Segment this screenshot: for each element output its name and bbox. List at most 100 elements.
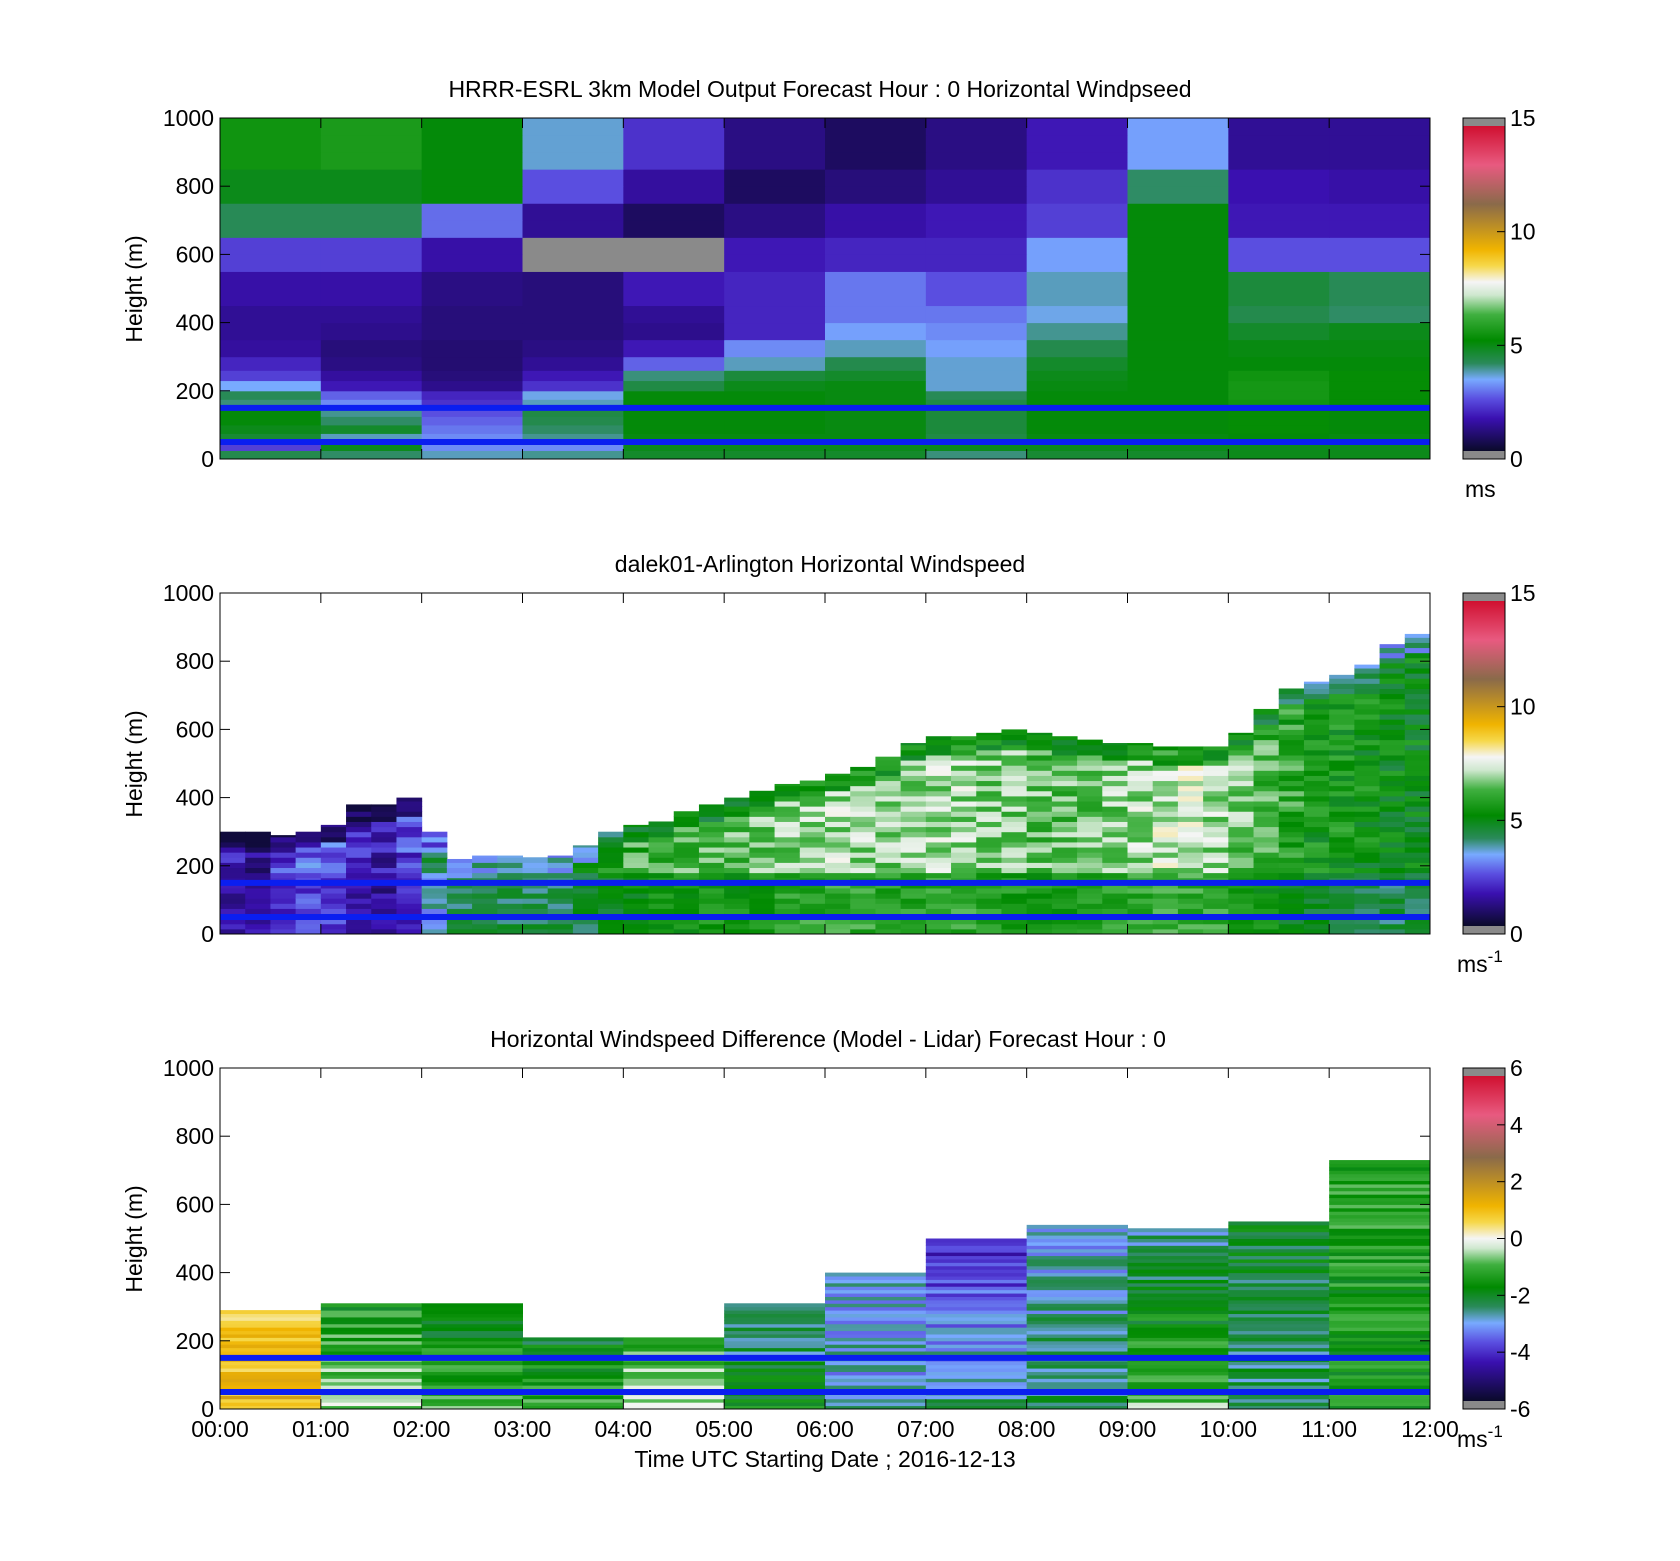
heatmap-cell [522, 441, 624, 451]
heatmap-cell [371, 893, 397, 899]
heatmap-cell [1404, 652, 1431, 659]
heatmap-cell [1077, 821, 1103, 828]
heatmap-cell [774, 821, 801, 828]
heatmap-cell [1077, 765, 1103, 771]
heatmap-cell [875, 857, 902, 863]
heatmap-cell [875, 801, 902, 807]
heatmap-cell [1001, 775, 1028, 782]
heatmap-cell [951, 760, 977, 766]
heatmap-cell [421, 1402, 523, 1407]
heatmap-cell [1026, 857, 1053, 863]
heatmap-cell [724, 152, 826, 170]
heatmap-cell [1228, 1248, 1330, 1253]
heatmap-cell [1228, 1395, 1330, 1400]
heatmap-cell [572, 898, 599, 904]
heatmap-cell [1303, 903, 1330, 909]
heatmap-cell [1228, 1238, 1330, 1243]
heatmap-cell [497, 862, 523, 869]
heatmap-cell [220, 867, 246, 874]
heatmap-cell [1329, 1371, 1431, 1376]
heatmap-cell [925, 1238, 1028, 1243]
heatmap-cell [1077, 760, 1103, 766]
heatmap-cell [421, 1313, 523, 1318]
heatmap-cell [320, 1323, 423, 1328]
colorbar-tick-label: -4 [1510, 1339, 1531, 1365]
heatmap-cell [623, 1344, 725, 1349]
colorbar-over [1463, 593, 1505, 601]
heatmap-cell [850, 766, 876, 771]
heatmap-cell [1379, 708, 1406, 715]
heatmap-cell [1253, 898, 1280, 904]
heatmap-cell [724, 918, 750, 925]
heatmap-cell [925, 775, 952, 782]
heatmap-cell [220, 1320, 322, 1325]
heatmap-cell [900, 867, 927, 874]
heatmap-cell [976, 739, 1002, 746]
heatmap-cell [1077, 826, 1103, 833]
heatmap-cell [1228, 1320, 1330, 1325]
heatmap-cell [421, 857, 448, 863]
heatmap-cell [1228, 1303, 1330, 1308]
heatmap-cell [951, 908, 977, 915]
heatmap-cell [673, 826, 700, 833]
heatmap-cell [799, 801, 826, 807]
heatmap-cell [1354, 688, 1381, 695]
y-tick-label: 0 [201, 921, 214, 947]
heatmap-cell [1051, 749, 1078, 756]
heatmap-cell [1001, 739, 1028, 746]
heatmap-cell [1329, 674, 1355, 679]
heatmap-cell [522, 887, 549, 894]
heatmap-cell [1026, 390, 1128, 400]
heatmap-cell [850, 795, 876, 802]
heatmap-cell [724, 893, 750, 899]
heatmap-cell [925, 821, 952, 828]
heatmap-cell [1354, 719, 1381, 725]
heatmap-cell [724, 852, 750, 858]
heatmap-cell [1228, 1258, 1330, 1263]
heatmap-cell [1228, 1347, 1330, 1352]
heatmap-cell [1177, 749, 1204, 756]
heatmap-cell [1051, 811, 1078, 817]
heatmap-cell [951, 780, 977, 787]
heatmap-cell [875, 811, 902, 817]
heatmap-cell [320, 1344, 423, 1349]
heatmap-cell [825, 811, 851, 817]
heatmap-cell [1026, 1371, 1128, 1376]
heatmap-cell [724, 826, 750, 833]
heatmap-cell [1404, 847, 1431, 853]
heatmap-cell [1026, 203, 1128, 221]
heatmap-cell [749, 928, 776, 935]
heatmap-cell [1001, 918, 1028, 925]
heatmap-cell [925, 1299, 1028, 1304]
heatmap-cell [1177, 898, 1204, 904]
heatmap-cell [1026, 770, 1053, 776]
heatmap-cell [925, 754, 952, 761]
heatmap-cell [1127, 118, 1229, 136]
heatmap-cell [900, 862, 927, 869]
heatmap-cell [1102, 749, 1128, 756]
heatmap-cell [623, 407, 725, 417]
heatmap-cell [623, 390, 725, 400]
heatmap-cell [220, 1340, 322, 1345]
heatmap-cell [1127, 1313, 1229, 1318]
heatmap-cell [1379, 724, 1406, 730]
heatmap-cell [346, 862, 372, 869]
heatmap-cell [220, 1333, 322, 1338]
heatmap-cell [1203, 801, 1229, 807]
heatmap-cell [220, 928, 246, 935]
heatmap-cell [1228, 433, 1330, 443]
heatmap-cell [320, 203, 423, 221]
heatmap-cell [1026, 1299, 1128, 1304]
heatmap-cell [623, 928, 650, 935]
heatmap-cell [1404, 642, 1431, 649]
heatmap-cell [320, 857, 347, 863]
heatmap-cell [925, 749, 952, 756]
heatmap-cell [623, 1364, 725, 1369]
heatmap-cell [1228, 1368, 1330, 1372]
heatmap-cell [1102, 821, 1128, 828]
heatmap-cell [421, 407, 523, 417]
heatmap-cell [1278, 836, 1305, 843]
heatmap-cell [598, 903, 624, 909]
heatmap-cell [724, 1398, 826, 1403]
heatmap-cell [1404, 831, 1431, 838]
